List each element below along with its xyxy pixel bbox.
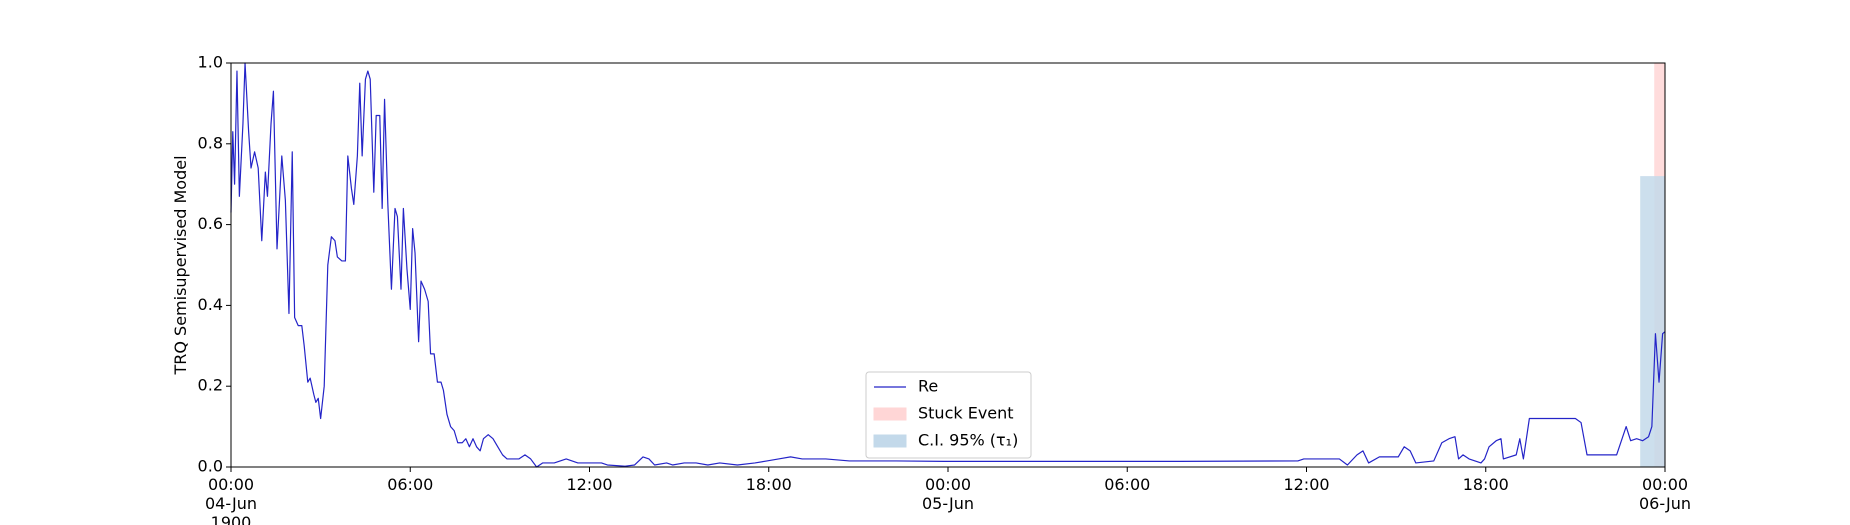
data-line bbox=[230, 62, 1666, 468]
legend-swatch bbox=[873, 407, 907, 421]
x-tick-label: 12:00 bbox=[566, 475, 612, 494]
x-tick-label: 18:00 bbox=[1463, 475, 1509, 494]
y-tick-label: 1.0 bbox=[198, 53, 223, 72]
x-tick-label: 00:00 04-Jun 1900 bbox=[205, 475, 257, 525]
legend-label: Stuck Event bbox=[918, 404, 1014, 423]
y-tick-label: 0.0 bbox=[198, 457, 223, 476]
legend-box bbox=[865, 371, 1032, 459]
legend-label: C.I. 95% (τ₁) bbox=[918, 431, 1018, 450]
x-tick-label: 12:00 bbox=[1283, 475, 1329, 494]
legend-label: Re bbox=[918, 377, 938, 396]
y-axis-label: TRQ Semisupervised Model bbox=[171, 155, 190, 375]
x-tick-label: 06:00 bbox=[387, 475, 433, 494]
y-tick-label: 0.8 bbox=[198, 133, 223, 152]
y-tick-label: 0.6 bbox=[198, 214, 223, 233]
x-tick-label: 00:00 06-Jun bbox=[1639, 475, 1691, 513]
span bbox=[1640, 176, 1665, 467]
x-tick-label: 18:00 bbox=[746, 475, 792, 494]
y-tick-label: 0.4 bbox=[198, 295, 223, 314]
y-tick-label: 0.2 bbox=[198, 376, 223, 395]
legend-swatch bbox=[873, 434, 907, 448]
x-tick-label: 06:00 bbox=[1104, 475, 1150, 494]
x-tick-label: 00:00 05-Jun bbox=[922, 475, 974, 513]
